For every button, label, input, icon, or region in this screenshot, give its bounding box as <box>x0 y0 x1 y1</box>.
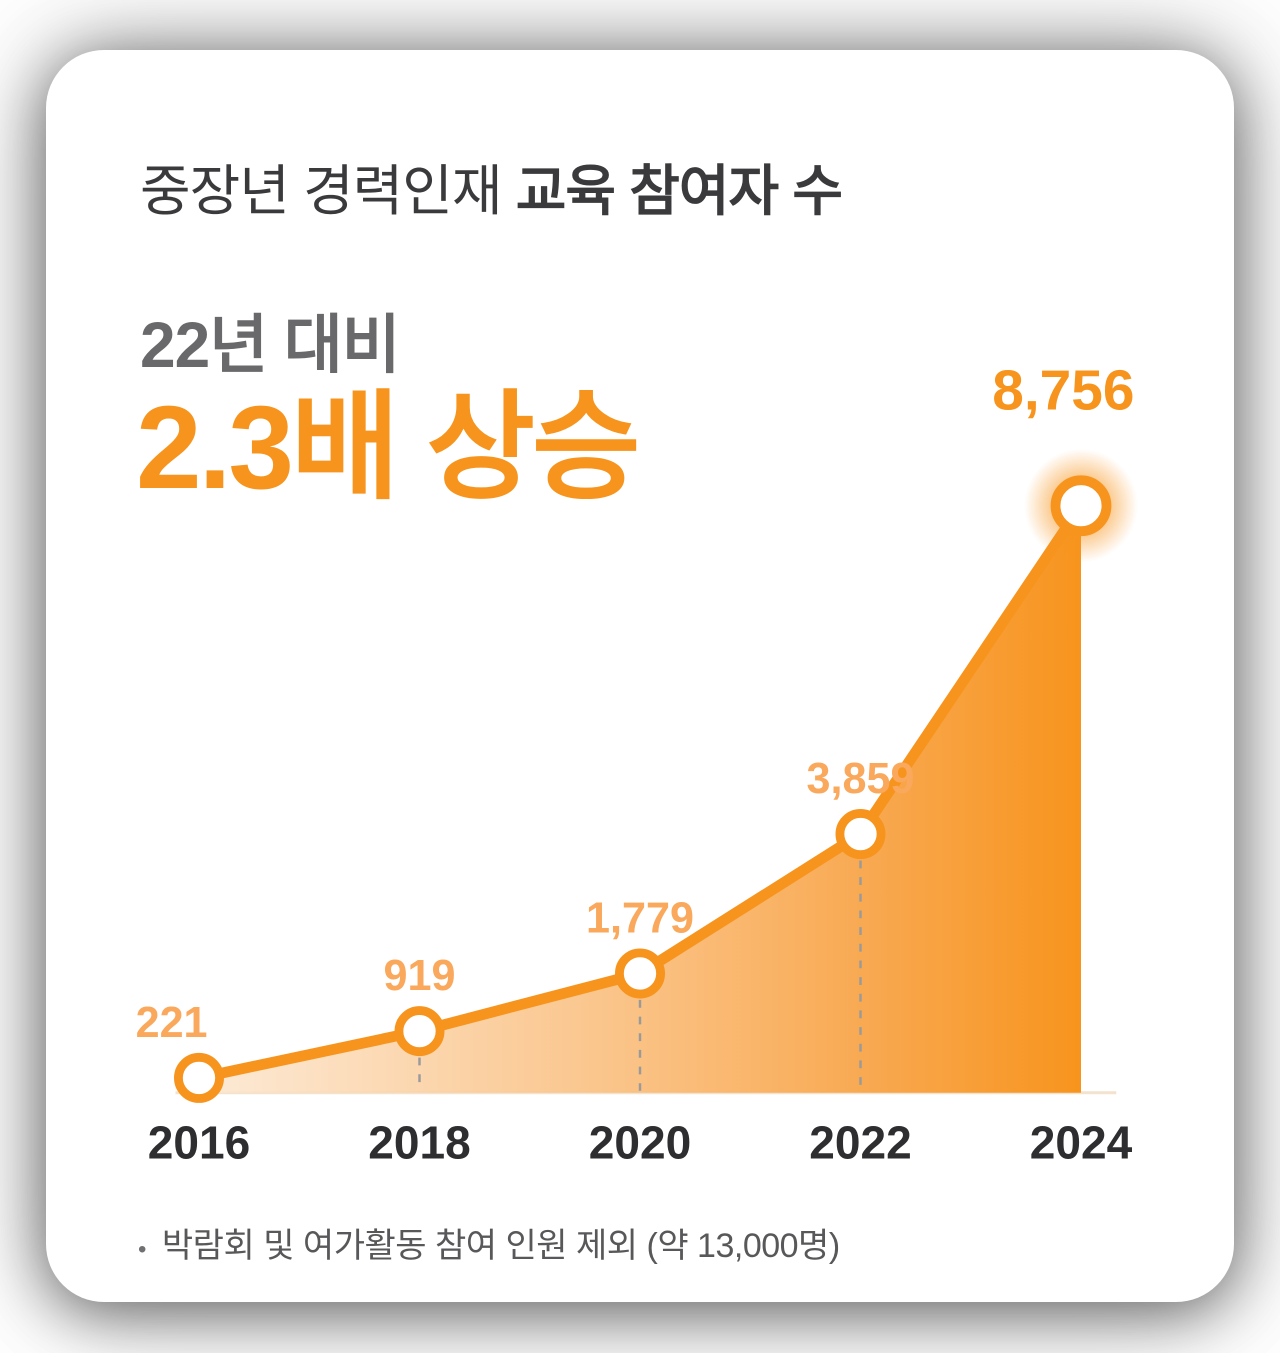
page-title-emphasis: 교육 참여자 수 <box>515 160 843 222</box>
page-title: 중장년 경력인재 교육 참여자 수 <box>140 146 843 226</box>
x-axis-label-2024: 2024 <box>1030 1116 1133 1168</box>
data-point-marker-2022 <box>835 809 886 860</box>
headline-highlight: 2.3배 상승 <box>136 382 641 514</box>
x-axis-label-2016: 2016 <box>148 1116 250 1168</box>
value-label-2022: 3,859 <box>807 755 915 803</box>
page-title-prefix: 중장년 경력인재 <box>140 160 516 222</box>
footnote-bullet: • <box>138 1236 146 1263</box>
data-point-marker-2018 <box>394 1006 445 1057</box>
participants-area-chart: 221 919 1,779 3,859 8,756 2016 2018 2020 2022 202… <box>136 360 1138 1168</box>
footnote: • 박람회 및 여가활동 참여 인원 제외 (약 13,000명) <box>138 1218 840 1267</box>
data-point-marker-2016 <box>174 1052 224 1103</box>
value-label-2024: 8,756 <box>992 360 1134 423</box>
infographic-card: 중장년 경력인재 교육 참여자 수 22년 대비 2.3배 상승 221 919 1… <box>46 50 1234 1302</box>
data-point-marker-2024 <box>1050 475 1112 537</box>
value-label-2018: 919 <box>384 952 456 1000</box>
footnote-text: 박람회 및 여가활동 참여 인원 제외 (약 13,000명) <box>161 1227 840 1265</box>
x-axis-label-2018: 2018 <box>368 1116 470 1168</box>
headline-comparison: 22년 대비 <box>140 309 401 381</box>
data-point-marker-2020 <box>615 948 665 999</box>
value-label-2016: 221 <box>136 999 208 1047</box>
value-label-2020: 1,779 <box>586 894 694 942</box>
x-axis-label-2022: 2022 <box>809 1116 911 1168</box>
x-axis-label-2020: 2020 <box>589 1116 691 1168</box>
